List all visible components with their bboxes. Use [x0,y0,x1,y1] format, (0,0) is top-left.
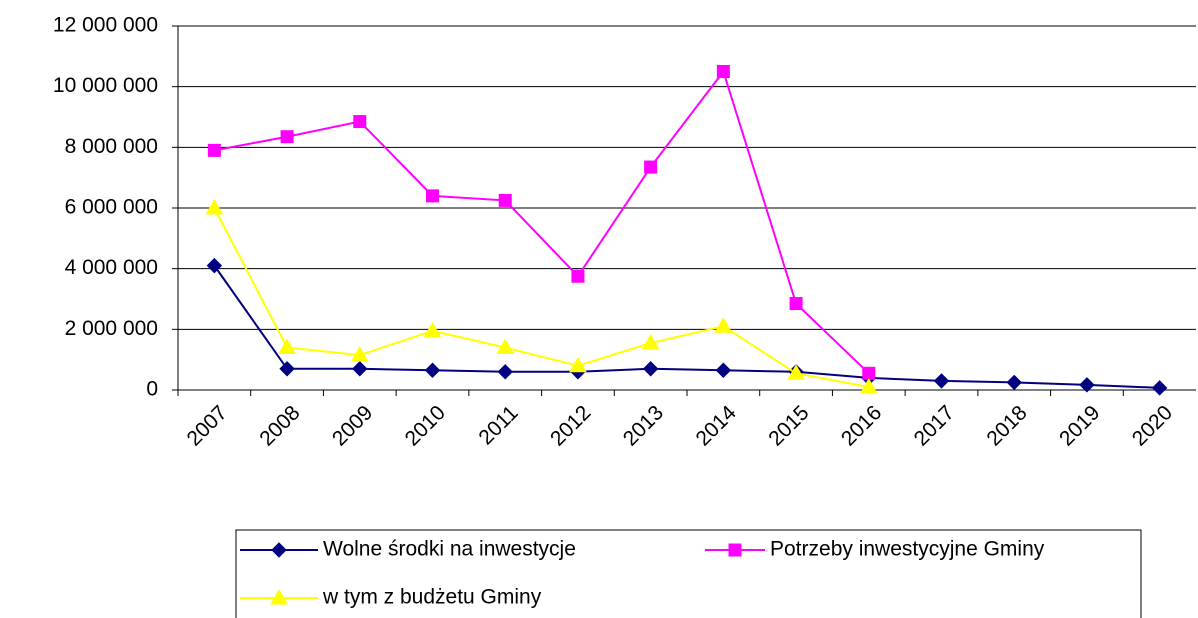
data-point [571,269,585,283]
x-tick-label: 2012 [546,401,595,450]
data-point [859,377,878,394]
data-point [353,115,367,129]
data-point [350,346,369,362]
x-tick-label: 2009 [328,401,377,450]
x-tick-label: 2016 [837,401,886,450]
x-tick-label: 2010 [401,401,450,450]
data-point [644,160,658,174]
x-tick-label: 2019 [1055,401,1104,450]
x-tick-label: 2015 [764,401,813,450]
data-point [715,362,732,378]
data-point [642,361,659,377]
data-point [569,356,587,373]
data-point [423,321,442,338]
data-point [862,366,876,380]
x-tick-label: 2020 [1128,401,1177,450]
data-point [716,65,730,78]
data-point [498,193,512,207]
y-tick-label: 0 [146,378,158,401]
x-tick-label: 2018 [982,401,1031,450]
y-tick-label: 2 000 000 [65,317,158,340]
legend-marker [270,588,288,605]
data-point [206,257,223,274]
legend-label: Wolne środki na inwestycje [323,538,576,561]
y-tick-label: 4 000 000 [65,256,158,279]
data-point [207,143,221,157]
data-point [426,189,439,203]
legend-box [235,529,1142,618]
data-point [424,362,441,378]
x-tick-label: 2008 [255,401,304,450]
data-point [205,198,224,215]
y-tick-label: 12 000 000 [53,14,158,37]
legend-marker [271,542,287,558]
data-point [789,297,803,311]
series-line [214,69,870,375]
series-line [213,207,869,388]
data-point [497,364,513,380]
x-tick-label: 2014 [692,401,742,451]
data-point [641,333,660,350]
legend-label: w tym z budżetu Gminy [322,586,542,609]
data-point [278,338,296,355]
data-point [1079,377,1095,393]
legend-label: Potrzeby inwestycyjne Gminy [770,538,1045,561]
data-point [1006,374,1022,391]
y-tick-label: 6 000 000 [65,196,158,219]
data-point [1151,380,1168,396]
x-tick-label: 2017 [910,401,959,450]
data-point [787,364,805,380]
legend-marker [728,543,742,557]
y-tick-label: 8 000 000 [65,135,158,158]
x-tick-label: 2013 [619,401,668,450]
data-point [352,361,368,377]
x-tick-label: 2011 [474,401,522,449]
data-point [280,130,294,144]
data-point [496,338,515,355]
data-point [279,361,295,377]
data-point [714,317,733,333]
x-tick-label: 2007 [183,401,232,450]
series-line [213,265,1160,389]
data-point [933,373,950,389]
y-tick-label: 10 000 000 [53,74,158,97]
